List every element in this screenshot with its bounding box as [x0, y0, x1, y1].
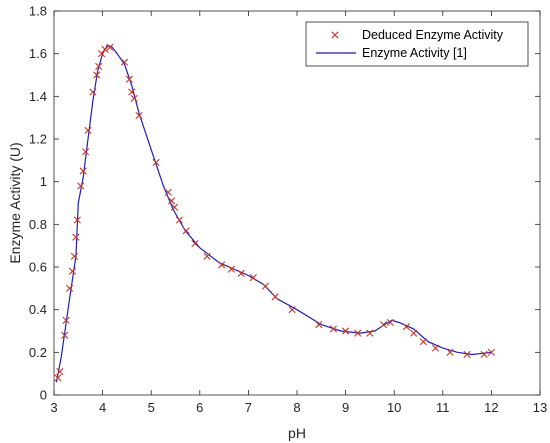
data-point-deduced: [237, 269, 245, 277]
data-point-deduced: [175, 216, 183, 224]
legend-entry-reference: Enzyme Activity [1]: [362, 46, 467, 60]
axis-ticks: 3 4 5 6 7 8 9 10 11 12 13 0 0.2 0.4 0.6 0.8 1 1.2 1.4 1.6 1.…: [29, 4, 547, 416]
data-point-deduced: [77, 182, 85, 190]
data-point-deduced: [379, 321, 388, 329]
x-tick-label: 12: [484, 400, 498, 415]
data-point-deduced: [82, 148, 90, 156]
data-point-deduced: [402, 323, 410, 331]
data-point-deduced: [128, 88, 136, 96]
data-point-deduced: [463, 350, 471, 359]
data-point-deduced: [329, 325, 338, 333]
x-tick-label: 10: [387, 400, 401, 415]
x-tick-label: 11: [436, 400, 450, 415]
data-point-deduced: [130, 94, 138, 103]
data-point-deduced: [168, 197, 176, 205]
data-point-deduced: [72, 233, 80, 241]
y-tick-label: 0.4: [29, 302, 47, 317]
data-point-deduced: [61, 331, 69, 339]
y-tick-label: 1: [40, 174, 47, 189]
legend-marker-x: [331, 31, 339, 39]
x-axis-label: pH: [288, 425, 306, 441]
data-point-deduced: [446, 348, 454, 356]
y-tick-label: 0.2: [29, 345, 47, 360]
x-tick-label: 3: [50, 400, 57, 415]
data-point-deduced: [125, 75, 133, 83]
x-tick-label: 7: [245, 400, 252, 415]
y-tick-label: 1.4: [29, 89, 47, 104]
data-point-deduced: [101, 45, 109, 53]
y-tick-label: 0: [40, 388, 47, 403]
x-tick-label: 5: [148, 400, 155, 415]
data-point-deduced: [152, 158, 160, 167]
x-tick-label: 6: [196, 400, 203, 415]
data-point-deduced: [431, 344, 440, 352]
data-point-deduced: [95, 62, 103, 71]
data-point-deduced: [366, 329, 374, 337]
data-point-deduced: [315, 321, 323, 329]
data-point-deduced: [271, 293, 279, 301]
data-point-deduced: [249, 274, 257, 282]
data-point-deduced: [410, 329, 418, 337]
y-tick-label: 1.2: [29, 132, 47, 147]
data-point-deduced: [164, 188, 172, 196]
data-point-deduced: [79, 167, 87, 175]
data-point-deduced: [106, 43, 114, 51]
data-point-deduced: [288, 306, 296, 314]
y-axis-label: Enzyme Activity (U): [7, 142, 23, 263]
x-tick-label: 4: [99, 400, 106, 415]
x-tick-label: 9: [342, 400, 349, 415]
legend-box: [305, 21, 529, 67]
data-point-deduced: [386, 318, 394, 327]
data-point-deduced: [354, 329, 362, 337]
data-point-deduced: [480, 350, 488, 359]
series-layer: [54, 43, 495, 383]
data-point-deduced: [182, 227, 190, 235]
legend-x-marker: [331, 31, 339, 39]
data-point-deduced: [54, 374, 62, 382]
x-tick-label: 13: [533, 400, 547, 415]
data-point-deduced: [65, 284, 74, 292]
data-point-deduced: [203, 252, 211, 260]
y-tick-label: 1.8: [29, 4, 47, 19]
legend: Deduced Enzyme Activity Enzyme Activity …: [305, 21, 529, 67]
data-point-deduced: [98, 50, 106, 58]
data-point-deduced: [218, 261, 226, 269]
data-point-deduced: [120, 58, 129, 66]
data-point-deduced: [62, 316, 70, 324]
data-point-deduced: [419, 338, 427, 346]
series-line-reference: [55, 44, 492, 383]
x-tick-label: 8: [293, 400, 300, 415]
data-point-deduced: [70, 252, 79, 260]
data-point-deduced: [56, 367, 64, 376]
data-point-deduced: [93, 71, 101, 79]
y-tick-label: 0.6: [29, 260, 47, 275]
data-point-deduced: [135, 111, 143, 120]
data-point-deduced: [89, 88, 97, 96]
data-point-deduced: [261, 282, 269, 290]
data-point-deduced: [227, 265, 235, 273]
data-point-deduced: [170, 203, 179, 211]
legend-entry-deduced: Deduced Enzyme Activity: [362, 28, 504, 42]
data-point-deduced: [84, 126, 92, 135]
data-point-deduced: [68, 267, 77, 275]
data-point-deduced: [191, 239, 199, 248]
data-point-deduced: [342, 327, 350, 335]
y-tick-label: 0.8: [29, 217, 47, 232]
y-tick-label: 1.6: [29, 46, 47, 61]
data-point-deduced: [73, 216, 81, 224]
data-point-deduced: [487, 348, 495, 356]
